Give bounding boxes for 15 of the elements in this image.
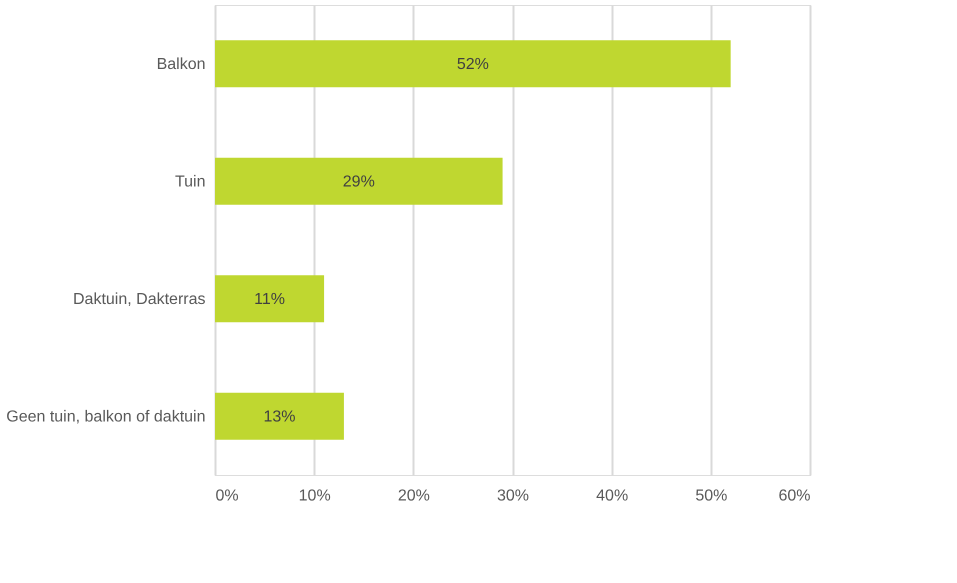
y-tick-label: Daktuin, Dakterras — [73, 290, 206, 308]
x-tick-label: 20% — [398, 488, 430, 504]
y-tick-label: Geen tuin, balkon of daktuin — [6, 408, 206, 426]
data-label: 29% — [342, 173, 375, 190]
x-tick-label: 40% — [596, 488, 628, 504]
x-tick-label: 50% — [695, 488, 728, 504]
x-tick-label: 30% — [496, 488, 530, 504]
x-tick-label: 60% — [778, 488, 810, 504]
x-tick-label: 0% — [216, 488, 239, 504]
data-label: 11% — [254, 290, 285, 308]
data-label: 52% — [456, 56, 489, 73]
y-tick-label: Balkon — [156, 56, 206, 73]
y-tick-label: Tuin — [174, 173, 206, 190]
data-label: 13% — [263, 408, 296, 426]
x-tick-label: 10% — [298, 488, 331, 504]
